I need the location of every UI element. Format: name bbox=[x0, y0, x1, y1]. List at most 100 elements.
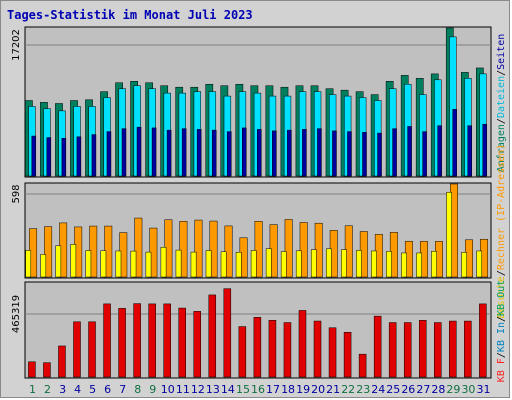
x-tick-label-day-24: 24 bbox=[371, 383, 385, 396]
bar-bottom-kb-f-14 bbox=[223, 288, 232, 378]
bar-middle-besuche-9 bbox=[145, 251, 152, 278]
x-tick-label-day-27: 27 bbox=[416, 383, 430, 396]
legend-middle-part-2: Rechner (IP-Adressen) bbox=[496, 144, 507, 270]
bar-middle-rechner-ip-adressen--12 bbox=[194, 219, 203, 278]
x-tick-label-day-26: 26 bbox=[401, 383, 415, 396]
x-tick-label-day-9: 9 bbox=[149, 383, 156, 396]
bar-bottom-kb-f-15 bbox=[238, 326, 247, 378]
bar-middle-besuche-7 bbox=[115, 250, 122, 278]
bar-top-seiten-3 bbox=[61, 138, 67, 177]
bar-top-seiten-18 bbox=[287, 129, 292, 177]
x-tick-label-day-23: 23 bbox=[356, 383, 370, 396]
bar-bottom-kb-f-31 bbox=[479, 303, 487, 378]
bar-top-seiten-12 bbox=[196, 129, 202, 177]
bar-middle-besuche-17 bbox=[265, 248, 272, 278]
x-tick-label-day-17: 17 bbox=[266, 383, 280, 396]
legend-bottom-part-1: / bbox=[496, 352, 507, 358]
x-tick-label-day-11: 11 bbox=[176, 383, 190, 396]
x-tick-label-day-20: 20 bbox=[311, 383, 325, 396]
bar-top-seiten-25 bbox=[392, 128, 397, 177]
bar-bottom-kb-f-8 bbox=[133, 303, 141, 378]
bar-bottom-kb-f-18 bbox=[283, 322, 292, 378]
bar-bottom-kb-f-21 bbox=[328, 327, 337, 378]
x-tick-label-day-4: 4 bbox=[74, 383, 81, 396]
bar-middle-besuche-30 bbox=[461, 252, 467, 278]
y-tick-label-top: 17202 bbox=[11, 29, 22, 61]
bar-middle-rechner-ip-adressen--11 bbox=[179, 221, 188, 278]
bar-top-seiten-24 bbox=[377, 132, 382, 177]
y-tick-label-middle: 598 bbox=[11, 184, 22, 203]
legend-bottom-part-4: KB Out bbox=[496, 280, 507, 316]
x-tick-label-day-5: 5 bbox=[89, 383, 96, 396]
legend-middle: Besuche/Rechner (IP-Adressen) bbox=[496, 144, 507, 319]
x-tick-label-day-29: 29 bbox=[446, 383, 460, 396]
x-tick-label-day-10: 10 bbox=[161, 383, 175, 396]
bar-bottom-kb-f-16 bbox=[253, 317, 262, 378]
x-tick-label-day-14: 14 bbox=[221, 383, 235, 396]
bar-bottom-kb-f-6 bbox=[103, 303, 111, 378]
bar-bottom-kb-f-5 bbox=[88, 321, 96, 378]
bar-top-seiten-22 bbox=[347, 131, 352, 177]
legend-top: Anfragen/Dateien/Seiten bbox=[496, 34, 507, 173]
bar-middle-besuche-21 bbox=[325, 248, 332, 278]
bar-top-seiten-15 bbox=[242, 127, 247, 177]
bar-bottom-kb-f-4 bbox=[73, 321, 81, 378]
x-tick-label-day-30: 30 bbox=[461, 383, 475, 396]
bar-top-seiten-7 bbox=[121, 128, 127, 177]
bar-bottom-kb-f-9 bbox=[148, 303, 156, 378]
bar-top-seiten-2 bbox=[46, 137, 52, 177]
legend-bottom-part-2: KB In bbox=[496, 322, 507, 352]
bar-middle-rechner-ip-adressen--18 bbox=[284, 219, 293, 278]
bar-top-seiten-9 bbox=[151, 127, 157, 177]
legend-top-part-0: Anfragen bbox=[496, 124, 507, 172]
bar-bottom-kb-f-11 bbox=[178, 307, 186, 378]
legend-top-part-4: Seiten bbox=[496, 34, 507, 70]
bar-middle-besuche-26 bbox=[401, 252, 407, 278]
bar-bottom-kb-f-26 bbox=[403, 322, 412, 378]
bar-middle-besuche-4 bbox=[70, 244, 77, 278]
bar-middle-besuche-18 bbox=[280, 251, 287, 278]
x-tick-label-day-1: 1 bbox=[29, 383, 36, 396]
x-tick-label-day-31: 31 bbox=[476, 383, 490, 396]
bar-top-seiten-10 bbox=[166, 129, 172, 177]
bar-middle-besuche-10 bbox=[160, 246, 167, 278]
bar-middle-besuche-25 bbox=[386, 251, 392, 278]
bar-bottom-kb-f-22 bbox=[343, 331, 352, 378]
x-tick-label-day-6: 6 bbox=[104, 383, 111, 396]
bar-bottom-kb-f-28 bbox=[434, 322, 442, 378]
bar-top-seiten-29 bbox=[452, 109, 457, 177]
bar-middle-rechner-ip-adressen--19 bbox=[299, 222, 308, 278]
x-tick-label-day-2: 2 bbox=[44, 383, 51, 396]
bar-top-seiten-20 bbox=[317, 128, 322, 177]
bar-bottom-kb-f-25 bbox=[388, 322, 397, 378]
bar-bottom-kb-f-10 bbox=[163, 303, 171, 378]
x-tick-label-day-25: 25 bbox=[386, 383, 400, 396]
legend-bottom: KB F/KB In/KB Out bbox=[496, 280, 507, 382]
bar-middle-besuche-12 bbox=[190, 251, 197, 278]
bar-bottom-kb-f-3 bbox=[58, 345, 66, 378]
page-title: Tages-Statistik im Monat Juli 2023 bbox=[7, 8, 253, 22]
legend-middle-part-0: Besuche bbox=[496, 276, 507, 318]
bar-middle-besuche-8 bbox=[130, 250, 137, 278]
bar-middle-besuche-11 bbox=[175, 249, 182, 278]
bar-middle-besuche-1 bbox=[25, 250, 32, 278]
legend-top-part-1: / bbox=[496, 118, 507, 124]
bar-bottom-kb-f-12 bbox=[193, 311, 202, 378]
legend-top-part-2: Dateien bbox=[496, 76, 507, 118]
bar-middle-besuche-2 bbox=[40, 254, 47, 278]
bar-middle-besuche-15 bbox=[235, 251, 242, 278]
bar-middle-rechner-ip-adressen--13 bbox=[209, 220, 218, 278]
y-tick-label-bottom: 465319 bbox=[11, 295, 22, 333]
bar-middle-besuche-13 bbox=[205, 250, 212, 278]
bar-top-seiten-19 bbox=[302, 129, 307, 177]
bar-top-seiten-16 bbox=[257, 129, 262, 177]
x-tick-label-day-13: 13 bbox=[206, 383, 220, 396]
bar-bottom-kb-f-29 bbox=[449, 320, 457, 378]
x-tick-label-day-12: 12 bbox=[191, 383, 205, 396]
bar-bottom-kb-f-27 bbox=[418, 320, 427, 378]
bar-middle-rechner-ip-adressen--16 bbox=[254, 221, 263, 278]
bar-middle-besuche-27 bbox=[416, 252, 422, 278]
bar-top-seiten-1 bbox=[31, 135, 37, 177]
bar-bottom-kb-f-24 bbox=[373, 315, 382, 378]
